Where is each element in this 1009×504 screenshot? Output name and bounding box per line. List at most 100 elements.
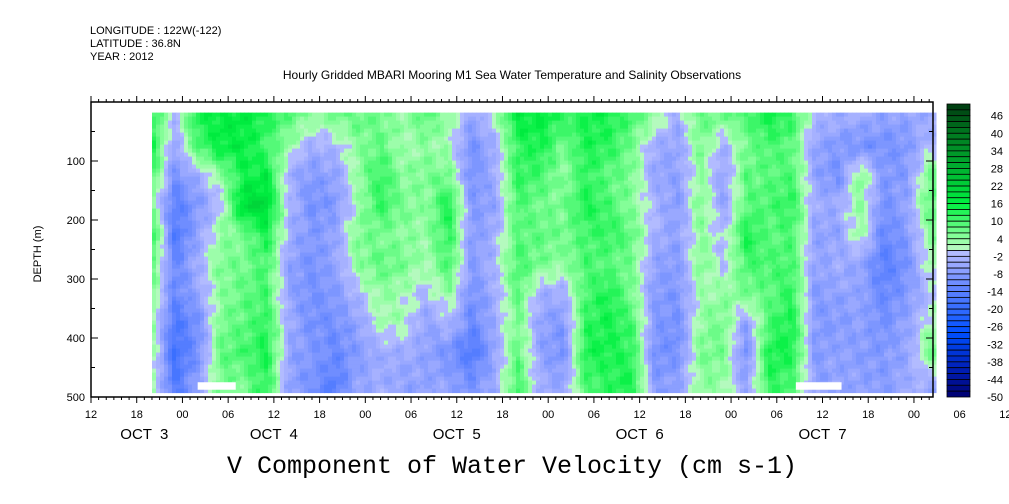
heatmap-cell	[760, 164, 765, 170]
heatmap-cell	[664, 176, 669, 182]
heatmap-cell	[660, 184, 665, 190]
heatmap-cell	[732, 136, 737, 142]
heatmap-cell	[672, 148, 677, 154]
heatmap-cell	[652, 136, 657, 142]
heatmap-cell	[580, 136, 585, 142]
heatmap-cell	[580, 168, 585, 174]
heatmap-cell	[328, 132, 333, 138]
heatmap-cell	[580, 116, 585, 122]
heatmap-cell	[904, 164, 909, 170]
heatmap-cell	[412, 192, 417, 198]
heatmap-cell	[624, 168, 629, 174]
heatmap-cell	[512, 156, 517, 162]
heatmap-cell	[504, 192, 509, 198]
heatmap-cell	[500, 140, 505, 146]
heatmap-cell	[288, 192, 293, 198]
heatmap-cell	[768, 144, 773, 150]
heatmap-cell	[928, 200, 933, 206]
heatmap-cell	[336, 176, 341, 182]
heatmap-cell	[876, 120, 881, 126]
heatmap-cell	[392, 164, 397, 170]
heatmap-cell	[824, 204, 829, 210]
heatmap-cell	[452, 200, 457, 206]
heatmap-cell	[928, 192, 933, 198]
heatmap-cell	[568, 144, 573, 150]
heatmap-cell	[268, 212, 273, 218]
heatmap-cell	[896, 128, 901, 134]
heatmap-cell	[416, 148, 421, 154]
heatmap-cell	[756, 188, 761, 194]
heatmap-cell	[200, 120, 205, 126]
heatmap-cell	[740, 136, 745, 142]
heatmap-cell	[300, 212, 305, 218]
heatmap-cell	[572, 172, 577, 178]
heatmap-cell	[448, 172, 453, 178]
heatmap-cell	[456, 172, 461, 178]
heatmap-cell	[480, 208, 485, 214]
heatmap-cell	[360, 192, 365, 198]
heatmap-cell	[728, 208, 733, 214]
heatmap-cell	[372, 184, 377, 190]
heatmap-cell	[644, 132, 649, 138]
heatmap-cell	[500, 128, 505, 134]
heatmap-cell	[692, 144, 697, 150]
heatmap-cell	[240, 116, 245, 122]
heatmap-cell	[208, 200, 213, 206]
heatmap-cell	[916, 132, 921, 138]
heatmap-cell	[180, 148, 185, 154]
heatmap-cell	[616, 116, 621, 122]
heatmap-cell	[240, 180, 245, 186]
heatmap-cell	[196, 208, 201, 214]
heatmap-cell	[556, 156, 561, 162]
heatmap-cell	[168, 144, 173, 150]
heatmap-cell	[904, 196, 909, 202]
heatmap-cell	[432, 164, 437, 170]
heatmap-cell	[920, 180, 925, 186]
heatmap-cell	[320, 200, 325, 206]
heatmap-cell	[256, 172, 261, 178]
heatmap-cell	[732, 208, 737, 214]
heatmap-cell	[420, 184, 425, 190]
heatmap-cell	[652, 164, 657, 170]
heatmap-cell	[932, 148, 937, 154]
heatmap-cell	[760, 188, 765, 194]
heatmap-cell	[844, 116, 849, 122]
heatmap-cell	[164, 208, 169, 214]
heatmap-cell	[324, 140, 329, 146]
heatmap-cell	[448, 212, 453, 218]
heatmap-cell	[676, 136, 681, 142]
heatmap-cell	[356, 184, 361, 190]
heatmap-cell	[404, 208, 409, 214]
heatmap-cell	[408, 172, 413, 178]
heatmap-cell	[476, 120, 481, 126]
heatmap-cell	[816, 112, 821, 118]
heatmap-cell	[236, 184, 241, 190]
heatmap-cell	[296, 180, 301, 186]
heatmap-cell	[524, 168, 529, 174]
heatmap-cell	[656, 156, 661, 162]
heatmap-cell	[164, 180, 169, 186]
heatmap-cell	[492, 120, 497, 126]
heatmap-cell	[476, 140, 481, 146]
heatmap-cell	[848, 164, 853, 170]
heatmap-cell	[188, 124, 193, 130]
heatmap-cell	[624, 200, 629, 206]
heatmap-cell	[792, 172, 797, 178]
heatmap-cell	[192, 208, 197, 214]
heatmap-cell	[588, 156, 593, 162]
heatmap-cell	[844, 128, 849, 134]
heatmap-cell	[580, 128, 585, 134]
heatmap-cell	[440, 112, 445, 118]
heatmap-cell	[544, 172, 549, 178]
heatmap-cell	[756, 168, 761, 174]
heatmap-cell	[376, 120, 381, 126]
heatmap-cell	[272, 124, 277, 130]
heatmap-cell	[532, 144, 537, 150]
heatmap-cell	[172, 180, 177, 186]
heatmap-cell	[472, 152, 477, 158]
heatmap-cell	[620, 172, 625, 178]
heatmap-cell	[888, 140, 893, 146]
heatmap-cell	[664, 124, 669, 130]
heatmap-cell	[744, 208, 749, 214]
heatmap-cell	[364, 136, 369, 142]
